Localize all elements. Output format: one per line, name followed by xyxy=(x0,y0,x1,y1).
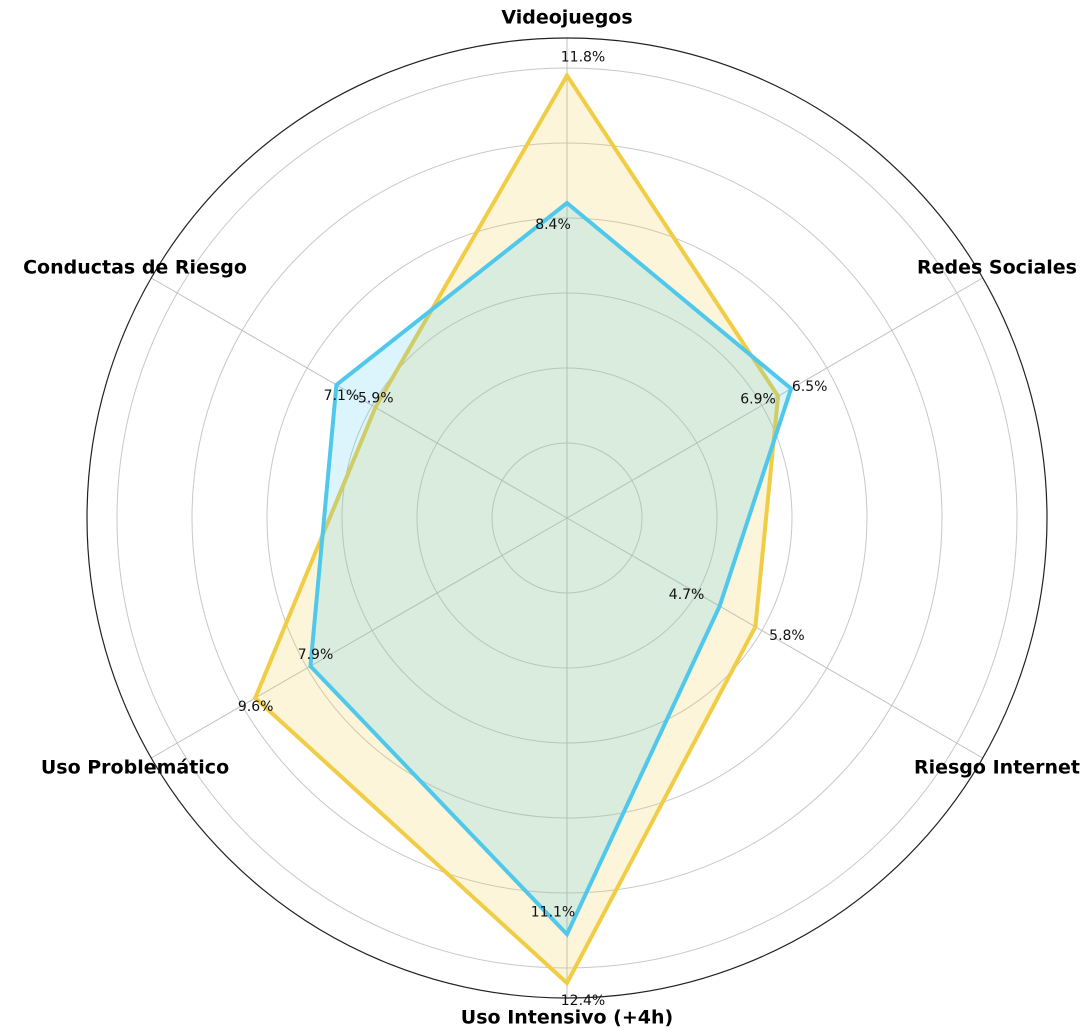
spoke xyxy=(151,277,568,519)
value-label: 8.4% xyxy=(535,217,571,233)
outer-ring xyxy=(86,37,1048,999)
value-label: 12.4% xyxy=(561,993,605,1009)
category-label: Uso Problemático xyxy=(41,757,229,779)
spoke xyxy=(151,517,568,759)
value-label: 7.1% xyxy=(324,388,360,404)
value-label: 5.9% xyxy=(358,390,394,406)
series-area xyxy=(252,71,781,987)
spoke xyxy=(566,517,983,759)
value-label: 9.6% xyxy=(238,699,274,715)
value-label: 4.7% xyxy=(669,587,705,603)
category-label: Redes Sociales xyxy=(917,257,1077,279)
spoke xyxy=(566,277,983,519)
category-label: Riesgo Internet xyxy=(914,757,1080,779)
series-area xyxy=(308,200,794,938)
category-label: Conductas de Riesgo xyxy=(23,257,247,279)
value-label: 11.8% xyxy=(561,50,605,66)
value-label: 7.9% xyxy=(298,647,334,663)
category-label: Uso Intensivo (+4h) xyxy=(461,1007,673,1029)
value-label: 11.1% xyxy=(531,904,575,920)
value-label: 6.5% xyxy=(792,379,828,395)
category-label: Videojuegos xyxy=(501,7,632,29)
value-label: 5.8% xyxy=(769,628,805,644)
value-label: 6.9% xyxy=(740,392,776,408)
